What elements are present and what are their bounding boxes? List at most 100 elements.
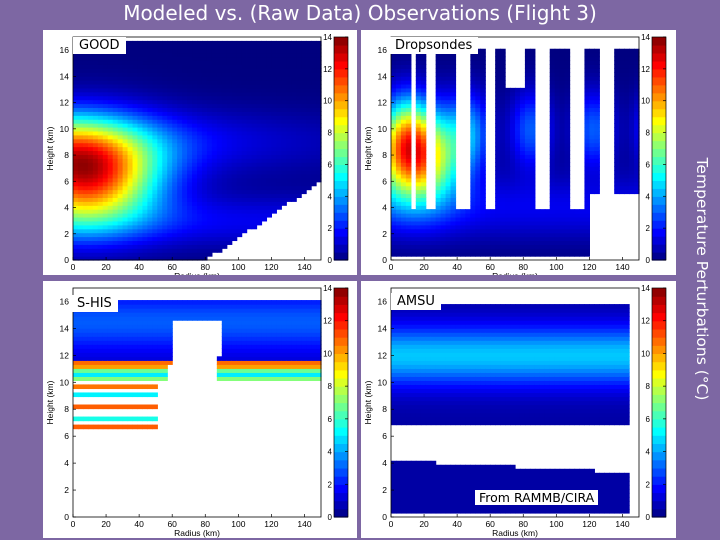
heatmap-cell [391,209,397,214]
heatmap-cell [391,95,397,101]
heatmap-cell [301,142,307,148]
heatmap-cell [311,44,317,50]
heatmap-cell [276,142,282,148]
heatmap-cell [515,209,521,214]
heatmap-cell [142,424,148,430]
heatmap-cell [82,209,89,214]
heatmap-cell [82,312,89,317]
colorbar-segment [652,84,666,94]
heatmap-cell [102,336,109,341]
heatmap-cell [172,189,178,195]
heatmap-cell [564,158,571,163]
heatmap-cell [102,344,109,349]
heatmap-cell [624,107,630,112]
heatmap-cell [291,107,297,112]
heatmap-cell [102,162,109,167]
heatmap-cell [569,209,576,214]
heatmap-cell [122,119,129,124]
heatmap-cell [490,252,496,257]
heatmap-cell [112,352,119,357]
heatmap-cell [82,256,89,261]
heatmap-cell [495,173,501,179]
heatmap-cell [236,80,243,85]
heatmap-cell [529,142,536,148]
heatmap-cell [450,193,457,199]
heatmap-cell [201,91,208,97]
heatmap-cell [495,72,501,77]
heatmap-cell [445,142,452,148]
heatmap-cell [391,76,397,81]
heatmap-cell [206,134,213,140]
heatmap-cell [405,216,412,222]
heatmap-cell [77,324,84,329]
heatmap-cell [82,80,89,85]
heatmap-cell [564,232,571,238]
heatmap-cell [152,201,158,206]
heatmap-cell [495,166,501,171]
y-tick-label: 8 [382,150,387,160]
heatmap-cell [539,224,546,230]
heatmap-cell [107,158,114,163]
heatmap-cell [162,248,168,253]
heatmap-cell [226,48,233,54]
heatmap-cell [256,170,263,175]
heatmap-cell [400,64,407,69]
heatmap-cell [480,150,486,155]
heatmap-cell [450,64,457,69]
heatmap-cell [400,103,407,109]
heatmap-cell [440,138,447,144]
heatmap-cell [266,123,272,128]
heatmap-cell [97,134,104,140]
heatmap-cell [226,209,233,214]
heatmap-cell [197,130,203,136]
heatmap-cell [440,201,447,206]
heatmap-cell [177,236,183,242]
heatmap-cell [236,213,243,218]
heatmap-cell [465,213,471,218]
heatmap-cell [614,52,620,58]
heatmap-cell [167,248,173,253]
heatmap-cell [82,236,89,242]
heatmap-cell [92,320,99,325]
heatmap-cell [510,181,516,187]
heatmap-cell [256,72,263,77]
heatmap-cell [201,142,208,148]
heatmap-cell [107,360,114,365]
heatmap-cell [201,87,208,93]
heatmap-cell [236,134,243,140]
heatmap-cell [271,181,277,187]
colorbar-segment [652,132,666,142]
heatmap-cell [495,119,501,124]
heatmap-cell [137,189,144,195]
heatmap-cell [286,80,292,85]
heatmap-cell [152,150,158,155]
heatmap-cell [281,158,287,163]
heatmap-cell [137,360,144,365]
x-tick-label: 60 [485,262,495,272]
heatmap-cell [395,91,402,97]
heatmap-cell [539,228,546,234]
heatmap-cell [241,189,248,195]
heatmap-cell [400,150,407,155]
heatmap-cell [480,83,486,89]
heatmap-cell [445,252,452,257]
heatmap-cell [510,123,516,128]
heatmap-cell [152,228,158,234]
heatmap-cell [177,115,183,120]
heatmap-cell [261,154,268,159]
heatmap-cell [87,348,94,353]
heatmap-cell [271,115,277,120]
heatmap-cell [510,224,516,230]
heatmap-cell [480,115,486,120]
heatmap-cell [391,244,397,249]
heatmap-cell [182,56,188,62]
heatmap-cell [286,185,292,191]
colorbar-segment [652,100,666,110]
heatmap-cell [192,201,198,206]
heatmap-cell [490,213,496,218]
heatmap-cell [82,252,89,257]
heatmap-cell [584,95,590,101]
heatmap-cell [480,142,486,148]
heatmap-cell [97,87,104,93]
heatmap-cell [286,87,292,93]
